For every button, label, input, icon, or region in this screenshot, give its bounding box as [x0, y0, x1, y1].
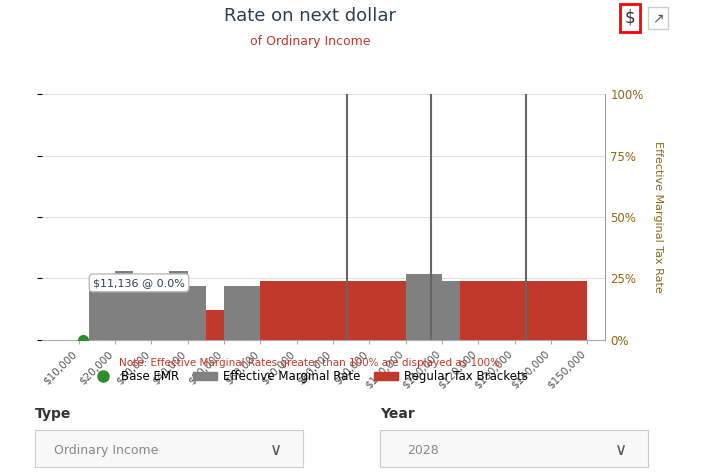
Text: ∨: ∨ [270, 441, 282, 459]
Y-axis label: Effective Marginal Tax Rate: Effective Marginal Tax Rate [653, 141, 663, 293]
Text: Note: Effective Marginal Rates greater than 100% are displayed as 100%: Note: Effective Marginal Rates greater t… [119, 358, 501, 368]
Polygon shape [89, 271, 260, 340]
Text: of Ordinary Income: of Ordinary Income [249, 35, 370, 48]
Text: $11,136 @ 0.0%: $11,136 @ 0.0% [93, 278, 185, 288]
Text: Rate on next dollar: Rate on next dollar [224, 7, 396, 25]
Text: $: $ [624, 9, 636, 27]
Text: Year: Year [380, 407, 415, 421]
Text: Ordinary Income: Ordinary Income [54, 444, 158, 457]
Polygon shape [406, 274, 460, 340]
Text: 2028: 2028 [407, 444, 439, 457]
Polygon shape [42, 281, 587, 340]
Text: ∨: ∨ [615, 441, 627, 459]
Text: ↗: ↗ [653, 11, 664, 25]
Text: Type: Type [35, 407, 72, 421]
Legend: Base EMR, Effective Marginal Rate, Regular Tax Brackets: Base EMR, Effective Marginal Rate, Regul… [87, 366, 533, 388]
